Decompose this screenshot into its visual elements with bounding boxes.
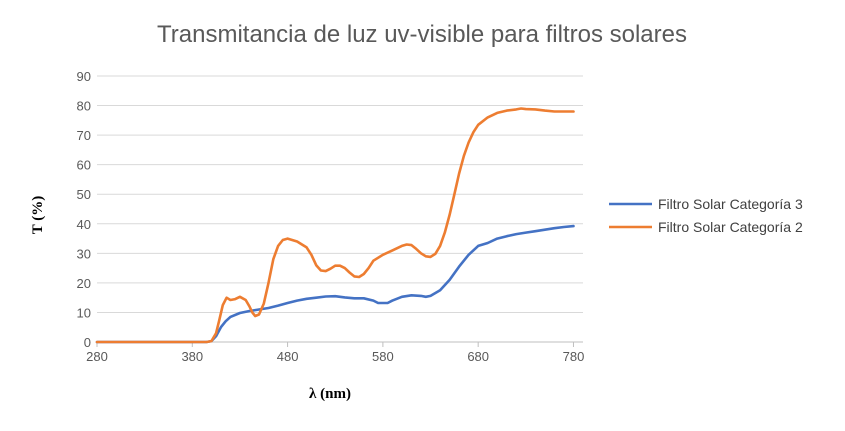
y-axis-label: T (%) bbox=[30, 196, 46, 234]
legend: Filtro Solar Categoría 3 Filtro Solar Cat… bbox=[609, 196, 803, 235]
series-line-1 bbox=[95, 224, 575, 344]
series-lines bbox=[95, 107, 575, 344]
x-axis-ticks: 280 380 480 580 680 780 bbox=[86, 342, 584, 364]
x-tick-label: 680 bbox=[467, 349, 489, 364]
y-tick-label: 20 bbox=[77, 276, 91, 291]
legend-label-2: Filtro Solar Categoría 2 bbox=[658, 219, 803, 235]
chart-title: Transmitancia de luz uv-visible para fil… bbox=[157, 21, 687, 48]
y-tick-label: 60 bbox=[77, 158, 91, 173]
y-tick-label: 90 bbox=[77, 69, 91, 84]
y-tick-label: 30 bbox=[77, 246, 91, 261]
x-tick-label: 380 bbox=[181, 349, 203, 364]
y-tick-label: 10 bbox=[77, 305, 91, 320]
x-tick-label: 580 bbox=[372, 349, 394, 364]
y-axis-ticks: 0 10 20 30 40 50 60 70 80 90 bbox=[77, 69, 91, 350]
x-tick-label: 480 bbox=[277, 349, 299, 364]
series-line-2 bbox=[95, 107, 575, 344]
legend-label-1: Filtro Solar Categoría 3 bbox=[658, 196, 803, 212]
y-tick-label: 80 bbox=[77, 99, 91, 114]
x-tick-label: 280 bbox=[86, 349, 108, 364]
y-tick-label: 40 bbox=[77, 217, 91, 232]
gridlines bbox=[97, 75, 583, 343]
x-axis-label: λ (nm) bbox=[309, 386, 351, 402]
x-tick-label: 780 bbox=[563, 349, 585, 364]
y-tick-label: 50 bbox=[77, 187, 91, 202]
y-tick-label: 0 bbox=[84, 335, 91, 350]
y-tick-label: 70 bbox=[77, 128, 91, 143]
